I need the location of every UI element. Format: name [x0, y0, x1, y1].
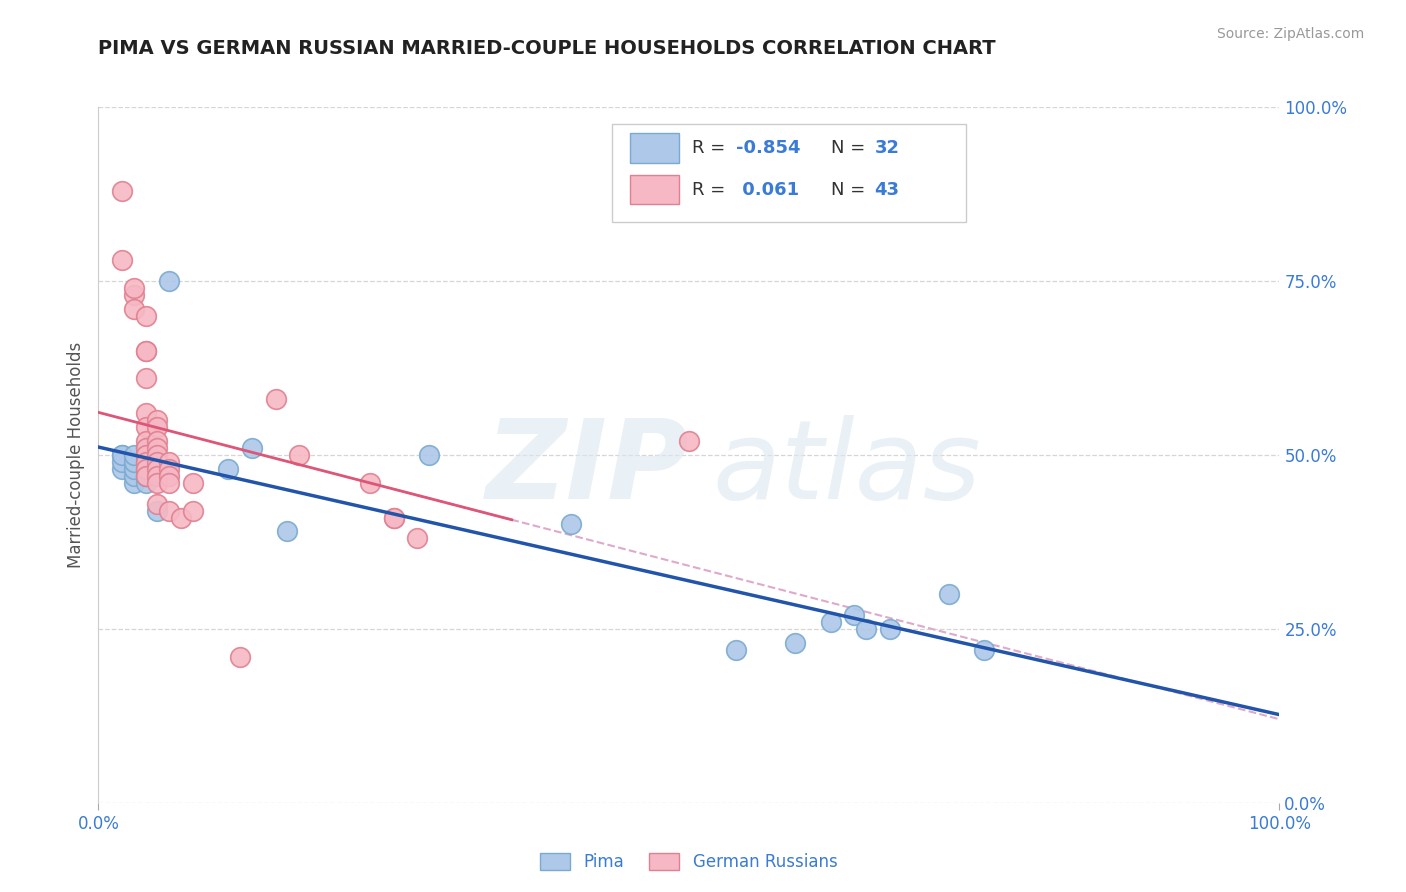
Point [879, 622, 901, 636]
Text: PIMA VS GERMAN RUSSIAN MARRIED-COUPLE HOUSEHOLDS CORRELATION CHART: PIMA VS GERMAN RUSSIAN MARRIED-COUPLE HO… [98, 39, 995, 58]
Point [122, 462, 145, 476]
Point [146, 434, 169, 448]
Point [135, 343, 157, 358]
Text: 43: 43 [875, 181, 900, 199]
Point [382, 510, 405, 524]
Point [146, 448, 169, 462]
Point [111, 448, 134, 462]
Point [157, 274, 180, 288]
Point [181, 475, 204, 490]
Point [855, 622, 877, 636]
Text: N =: N = [831, 139, 870, 157]
Point [157, 475, 180, 490]
Text: 32: 32 [875, 139, 900, 157]
Point [135, 468, 157, 483]
Point [820, 615, 842, 629]
Point [181, 503, 204, 517]
Point [135, 448, 157, 462]
Point [785, 636, 807, 650]
Point [111, 462, 134, 476]
Legend: Pima, German Russians: Pima, German Russians [534, 847, 844, 878]
Point [135, 462, 157, 476]
Point [146, 413, 169, 427]
Point [135, 420, 157, 434]
Point [122, 448, 145, 462]
Text: -0.854: -0.854 [737, 139, 800, 157]
Point [135, 468, 157, 483]
Point [146, 468, 169, 483]
Point [157, 455, 180, 469]
Point [122, 288, 145, 302]
Point [678, 434, 700, 448]
Point [135, 406, 157, 420]
Point [135, 455, 157, 469]
Point [135, 468, 157, 483]
Point [146, 475, 169, 490]
Point [146, 420, 169, 434]
Point [240, 441, 263, 455]
Point [135, 441, 157, 455]
Point [122, 281, 145, 295]
Point [382, 510, 405, 524]
Y-axis label: Married-couple Households: Married-couple Households [66, 342, 84, 568]
Point [938, 587, 960, 601]
Point [111, 253, 134, 268]
FancyBboxPatch shape [630, 134, 679, 162]
Point [973, 642, 995, 657]
Text: R =: R = [693, 139, 731, 157]
Point [276, 524, 298, 539]
Text: R =: R = [693, 181, 731, 199]
Point [135, 371, 157, 385]
Point [135, 448, 157, 462]
Point [122, 455, 145, 469]
Point [288, 448, 311, 462]
Point [111, 455, 134, 469]
Point [135, 475, 157, 490]
Point [725, 642, 748, 657]
Point [135, 441, 157, 455]
Point [157, 462, 180, 476]
Point [146, 441, 169, 455]
Text: N =: N = [831, 181, 870, 199]
Text: ZIP: ZIP [485, 416, 689, 523]
Point [229, 649, 252, 664]
Point [157, 503, 180, 517]
Point [359, 475, 381, 490]
Point [135, 448, 157, 462]
Point [135, 343, 157, 358]
Point [135, 455, 157, 469]
Point [146, 462, 169, 476]
Point [135, 462, 157, 476]
Text: atlas: atlas [713, 416, 981, 523]
Point [135, 434, 157, 448]
Text: 0.061: 0.061 [737, 181, 799, 199]
Point [264, 392, 287, 407]
Point [844, 607, 866, 622]
Point [146, 497, 169, 511]
Point [111, 448, 134, 462]
Point [111, 184, 134, 198]
FancyBboxPatch shape [612, 124, 966, 222]
FancyBboxPatch shape [630, 175, 679, 204]
Point [418, 448, 440, 462]
Point [122, 475, 145, 490]
Point [146, 455, 169, 469]
Point [146, 503, 169, 517]
Text: Source: ZipAtlas.com: Source: ZipAtlas.com [1216, 27, 1364, 41]
Point [406, 532, 429, 546]
Point [122, 301, 145, 316]
Point [217, 462, 239, 476]
Point [135, 309, 157, 323]
Point [157, 468, 180, 483]
Point [122, 468, 145, 483]
Point [560, 517, 582, 532]
Point [170, 510, 193, 524]
